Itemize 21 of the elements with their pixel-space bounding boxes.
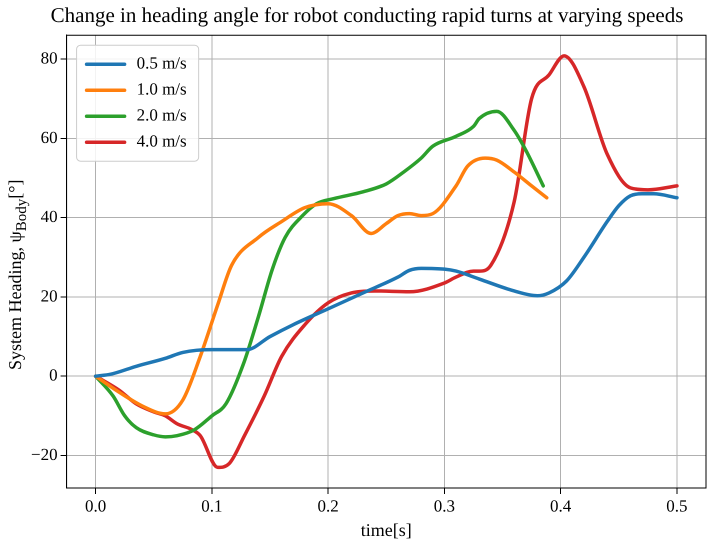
y-tick-label: 20 — [40, 286, 58, 306]
line-series — [94, 156, 548, 416]
x-tick-label: 0.0 — [85, 496, 106, 516]
legend-label: 0.5 m/s — [136, 54, 187, 73]
legend-label: 4.0 m/s — [136, 132, 187, 151]
x-tick-label: 0.1 — [201, 496, 223, 516]
y-tick-label: 60 — [40, 128, 58, 147]
legend-label: 2.0 m/s — [136, 106, 187, 125]
x-tick-label: 0.2 — [318, 496, 339, 516]
chart-title: Change in heading angle for robot conducting rapid turns at varying speeds — [50, 3, 684, 28]
line-series — [94, 192, 679, 378]
line-series — [94, 110, 545, 439]
y-tick-label: 80 — [40, 48, 58, 68]
y-tick-label: 0 — [49, 366, 58, 385]
x-axis-title: time[s] — [360, 520, 412, 540]
legend-label: 1.0 m/s — [136, 80, 187, 99]
y-tick-label: 40 — [40, 207, 58, 226]
x-tick-label: 0.4 — [550, 496, 572, 516]
x-tick-label: 0.5 — [666, 496, 688, 516]
y-tick-label: −20 — [30, 444, 58, 464]
x-tick-label: 0.3 — [434, 496, 456, 516]
